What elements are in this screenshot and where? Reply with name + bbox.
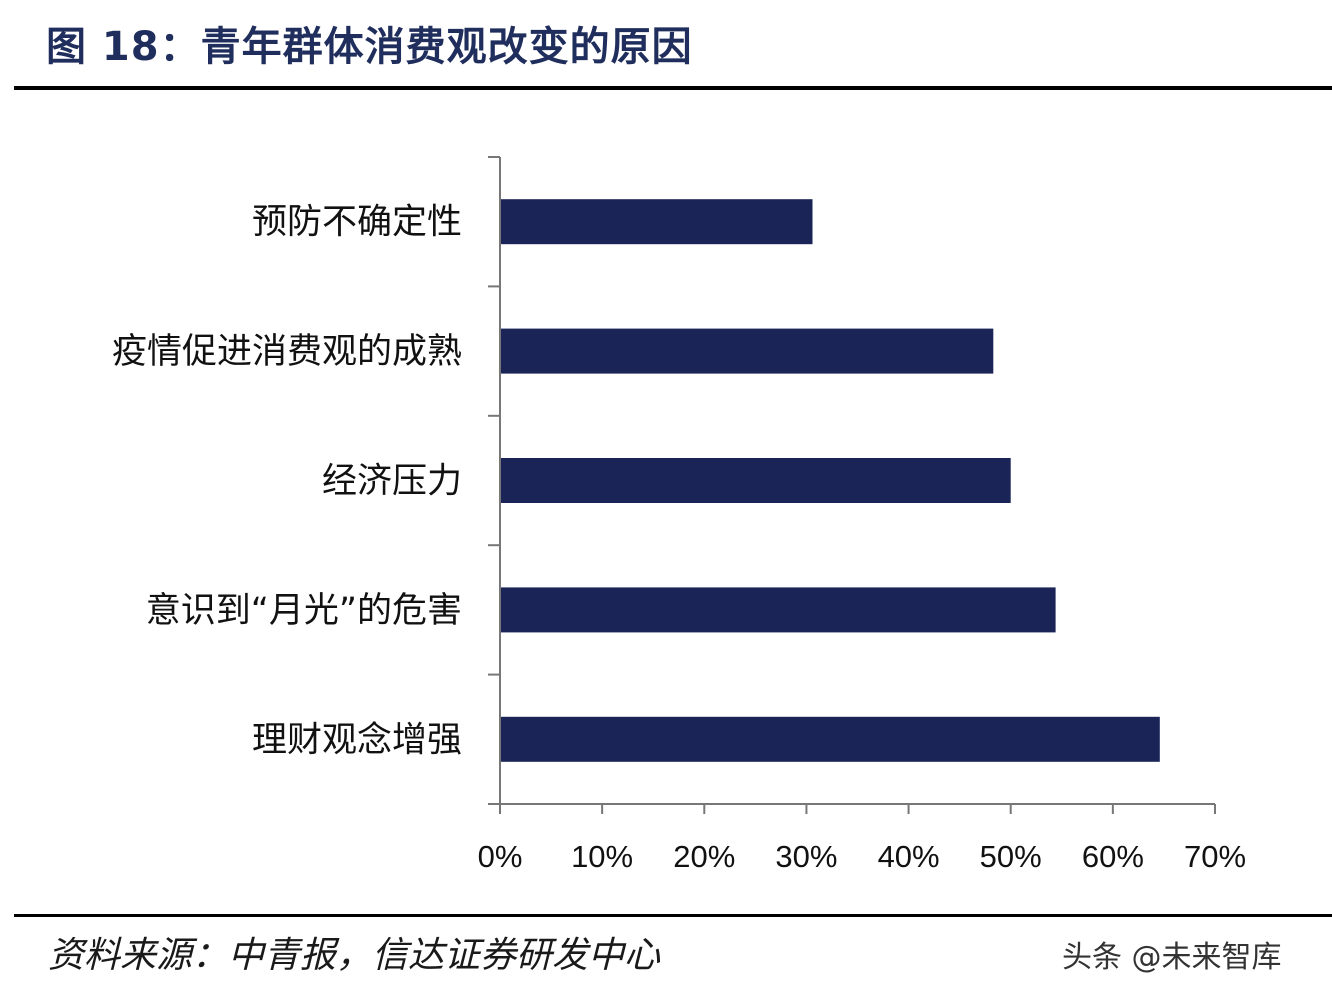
x-tick-label: 10%: [571, 839, 633, 874]
x-tick-label: 30%: [775, 839, 837, 874]
x-tick-label: 50%: [980, 839, 1042, 874]
category-label: 理财观念增强: [252, 720, 462, 760]
bar: [501, 587, 1056, 633]
x-tick-label: 40%: [878, 839, 940, 874]
x-tick-label: 70%: [1184, 839, 1246, 874]
figure-title: 图 18：青年群体消费观改变的原因: [46, 24, 693, 70]
bar: [501, 328, 994, 374]
source-divider: [14, 914, 1332, 917]
source-note: 资料来源：中青报，信达证券研发中心: [48, 935, 661, 976]
category-label: 意识到“月光”的危害: [146, 591, 462, 631]
bar: [501, 199, 813, 245]
x-tick-label: 0%: [478, 839, 523, 874]
bar: [501, 458, 1011, 503]
watermark: 头条 @未来智库: [1062, 940, 1282, 975]
title-divider: [14, 86, 1332, 90]
bar: [501, 716, 1160, 762]
x-tick-label: 20%: [673, 839, 735, 874]
category-label: 疫情促进消费观的成熟: [112, 332, 462, 372]
category-label: 预防不确定性: [252, 203, 462, 243]
category-label: 经济压力: [322, 462, 462, 502]
x-tick-label: 60%: [1082, 839, 1144, 874]
